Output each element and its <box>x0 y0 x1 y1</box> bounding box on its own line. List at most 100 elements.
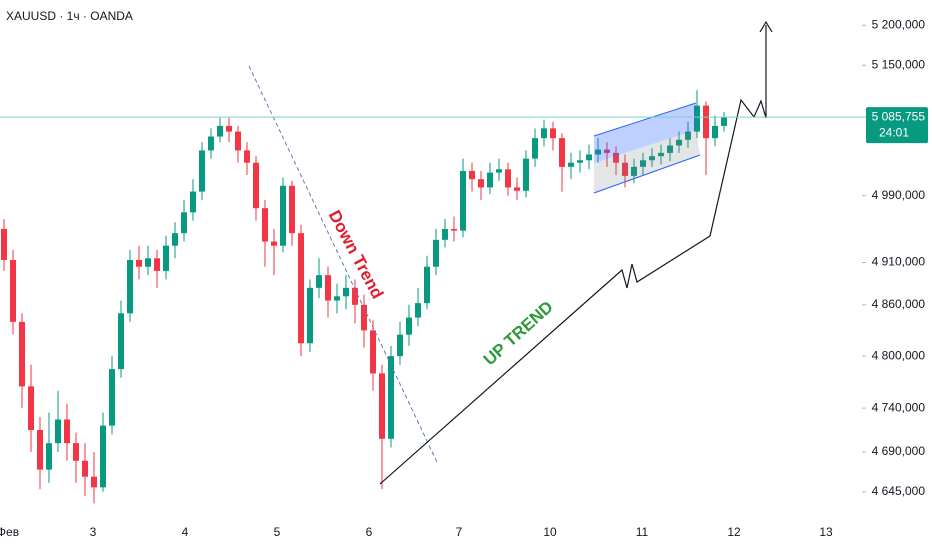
candle-body <box>703 105 709 139</box>
y-tick-label: 4 860,000 <box>872 297 926 311</box>
candle-body <box>541 128 547 139</box>
x-tick-label: 3 <box>90 525 97 539</box>
candle-body <box>685 131 691 140</box>
candle-body <box>208 136 214 151</box>
candle-body <box>82 460 88 477</box>
candle-body <box>91 476 97 488</box>
candle-body <box>325 275 331 301</box>
channel-line <box>593 154 701 194</box>
x-tick-label: 5 <box>274 525 281 539</box>
candle-body <box>496 169 502 173</box>
candle-body <box>667 145 673 153</box>
candle-body <box>640 160 646 167</box>
candle-body <box>55 419 61 444</box>
candle-body <box>172 233 178 246</box>
candle-body <box>307 287 313 344</box>
candle-body <box>478 179 484 188</box>
candle-body <box>631 166 637 176</box>
candle-body <box>514 187 520 191</box>
y-tick-label: 5 150,000 <box>872 57 926 71</box>
candle-body <box>460 170 466 231</box>
candle-body <box>658 152 664 157</box>
candle-body <box>559 138 565 167</box>
candle-body <box>379 373 385 439</box>
y-tick-label: 4 645,000 <box>872 484 926 498</box>
candle-body <box>442 228 448 240</box>
candle-body <box>181 212 187 234</box>
candle-body <box>424 266 430 304</box>
candle-body <box>388 356 394 439</box>
candle-body <box>217 125 223 137</box>
candle-body <box>649 156 655 161</box>
candle-body <box>334 296 340 301</box>
candle-body <box>370 330 376 374</box>
candle-body <box>415 303 421 318</box>
countdown-label: 24:01 <box>879 125 909 139</box>
candle-body <box>100 425 106 488</box>
candle-body <box>19 321 25 387</box>
y-tick-label: 4 990,000 <box>872 188 926 202</box>
x-tick-label: 13 <box>819 525 833 539</box>
candle-body <box>676 139 682 146</box>
x-tick-label: 12 <box>727 525 741 539</box>
candle-body <box>469 170 475 180</box>
candle-body <box>595 149 601 155</box>
candle-body <box>244 150 250 163</box>
candle-body <box>46 443 52 470</box>
candle-body <box>550 128 556 139</box>
x-tick-label: 6 <box>366 525 373 539</box>
candle-body <box>1 228 7 260</box>
candle-body <box>109 369 115 426</box>
candle-body <box>433 239 439 267</box>
candle-body <box>127 259 133 314</box>
candle-body <box>163 245 169 271</box>
candle-body <box>10 259 16 322</box>
candle-body <box>64 419 70 444</box>
candle-body <box>451 228 457 231</box>
candle-body <box>235 131 241 151</box>
plot <box>1 90 727 504</box>
x-tick-label: 11 <box>636 525 649 539</box>
x-tick-label: 10 <box>543 525 557 539</box>
candle-body <box>73 443 79 461</box>
downtrend-line <box>248 65 438 463</box>
candle-body <box>613 152 619 163</box>
x-tick-label: 7 <box>456 525 463 539</box>
candle-body <box>352 287 358 305</box>
candle-body <box>712 125 718 139</box>
x-tick-label: 4 <box>182 525 189 539</box>
candle-body <box>361 304 367 331</box>
candle-body <box>397 334 403 357</box>
y-tick-label: 4 910,000 <box>872 255 926 269</box>
candle-body <box>271 241 277 246</box>
candle-body <box>37 429 43 470</box>
y-tick-label: 4 800,000 <box>872 348 926 362</box>
y-tick-label: 4 740,000 <box>872 400 926 414</box>
channel-upper <box>594 103 696 163</box>
candle-body <box>253 162 259 209</box>
candle-body <box>298 233 304 344</box>
candle-body <box>694 105 700 132</box>
candle-body <box>505 169 511 188</box>
channel-lower <box>594 130 700 193</box>
channel-line <box>593 102 697 137</box>
y-tick-label: 4 690,000 <box>872 444 926 458</box>
y-tick-label: 5 200,000 <box>872 18 926 32</box>
candle-body <box>487 172 493 188</box>
chart-title: XAUUSD · 1ч · OANDA <box>6 9 133 23</box>
candle-body <box>190 191 196 213</box>
candle-body <box>622 162 628 176</box>
candle-body <box>523 158 529 191</box>
candle-body <box>604 149 610 153</box>
candle-body <box>154 258 160 271</box>
candle-body <box>568 162 574 167</box>
candle-body <box>721 116 727 126</box>
candle-body <box>280 185 286 246</box>
candle-body <box>577 160 583 163</box>
candle-body <box>28 386 34 430</box>
candle-body <box>343 287 349 297</box>
candle-body <box>406 317 412 335</box>
candle-body <box>316 275 322 288</box>
